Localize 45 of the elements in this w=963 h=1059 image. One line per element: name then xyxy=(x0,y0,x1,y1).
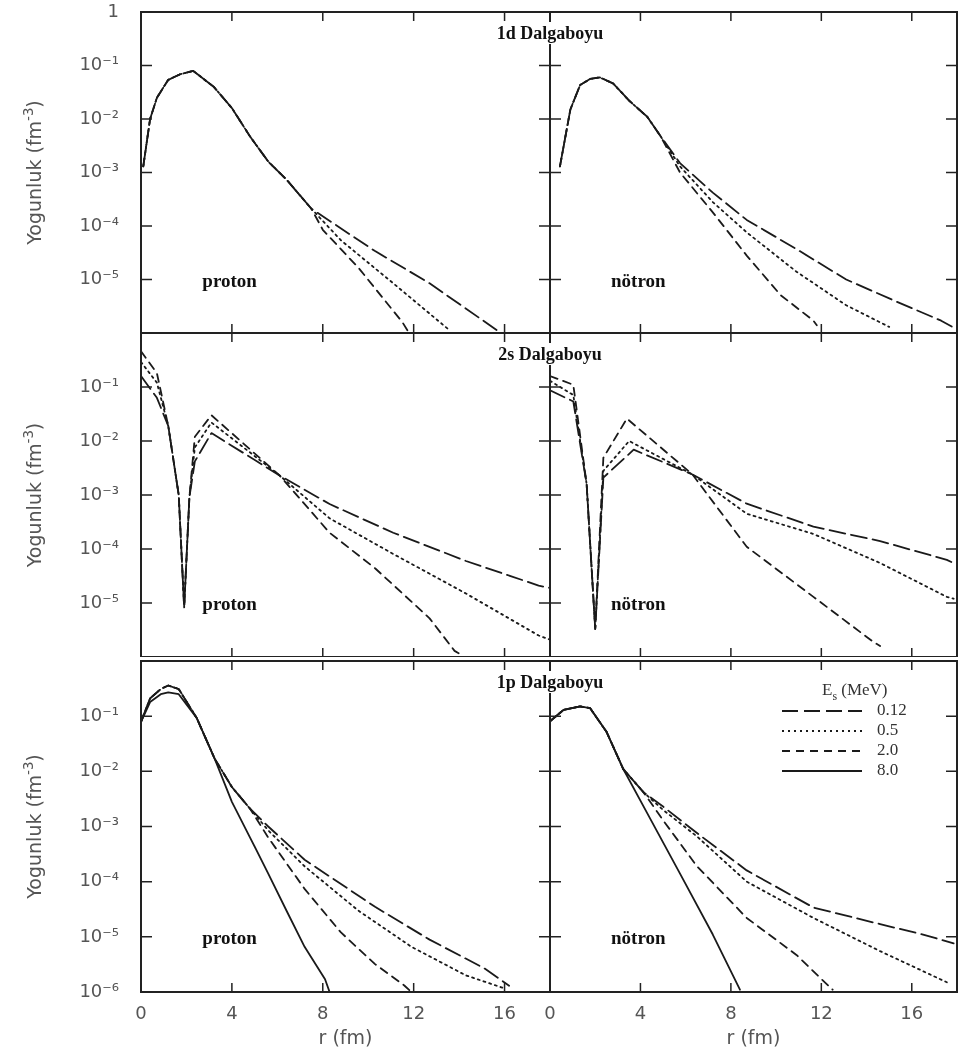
y-axis-title: Yogunluk (fm-3) xyxy=(20,754,45,900)
y-tick-label: 10⁻⁵ xyxy=(79,590,119,612)
y-tick-label: 10⁻¹ xyxy=(79,703,119,725)
y-tick-label: 10⁻² xyxy=(79,106,119,128)
y-tick-label: 10⁻² xyxy=(79,759,119,781)
y-tick-label: 1 xyxy=(107,0,119,21)
x-tick-label: 16 xyxy=(900,1002,924,1024)
annotation: proton xyxy=(202,269,258,291)
annotation: proton xyxy=(202,593,258,615)
annotation: nötron xyxy=(611,926,667,948)
x-tick-label: 16 xyxy=(493,1002,517,1024)
legend-label: 2.0 xyxy=(877,740,899,760)
x-tick-label: 8 xyxy=(725,1002,737,1024)
legend-label: 0.12 xyxy=(877,700,907,720)
x-tick-label: 12 xyxy=(402,1002,426,1024)
x-axis-title: r (fm) xyxy=(726,1025,781,1048)
x-tick-label: 8 xyxy=(317,1002,329,1024)
y-tick-label: 10⁻³ xyxy=(79,482,119,504)
text: 1p Dalgaboyu xyxy=(492,671,608,693)
x-axis-title: r (fm) xyxy=(318,1025,373,1048)
legend-label: 0.5 xyxy=(877,720,899,740)
y-tick-label: 10⁻¹ xyxy=(79,53,119,75)
y-tick-label: 10⁻⁴ xyxy=(79,213,119,235)
y-tick-label: 10⁻⁶ xyxy=(79,979,119,1001)
y-tick-label: 10⁻³ xyxy=(79,814,119,836)
y-tick-label: 10⁻⁵ xyxy=(79,924,119,946)
x-tick-label: 4 xyxy=(226,1002,238,1024)
text: 2s Dalgaboyu xyxy=(494,343,606,365)
y-axis-title: Yogunluk (fm-3) xyxy=(20,422,45,569)
annotation: nötron xyxy=(611,269,667,291)
y-tick-label: 10⁻¹ xyxy=(79,374,119,396)
x-tick-label: 12 xyxy=(809,1002,833,1024)
y-tick-label: 10⁻⁵ xyxy=(79,267,119,289)
legend-label: 8.0 xyxy=(877,760,899,780)
y-tick-label: 10⁻² xyxy=(79,428,119,450)
y-tick-label: 10⁻⁴ xyxy=(79,536,119,558)
x-tick-label: 0 xyxy=(544,1002,556,1024)
y-tick-label: 10⁻³ xyxy=(79,160,119,182)
annotation: nötron xyxy=(611,593,667,615)
y-axis-title: Yogunluk (fm-3) xyxy=(20,100,45,246)
text: 1d Dalgaboyu xyxy=(492,22,608,44)
y-tick-label: 10⁻⁴ xyxy=(79,869,119,891)
x-tick-label: 4 xyxy=(634,1002,647,1024)
annotation: proton xyxy=(202,926,258,948)
x-tick-label: 0 xyxy=(135,1002,147,1024)
